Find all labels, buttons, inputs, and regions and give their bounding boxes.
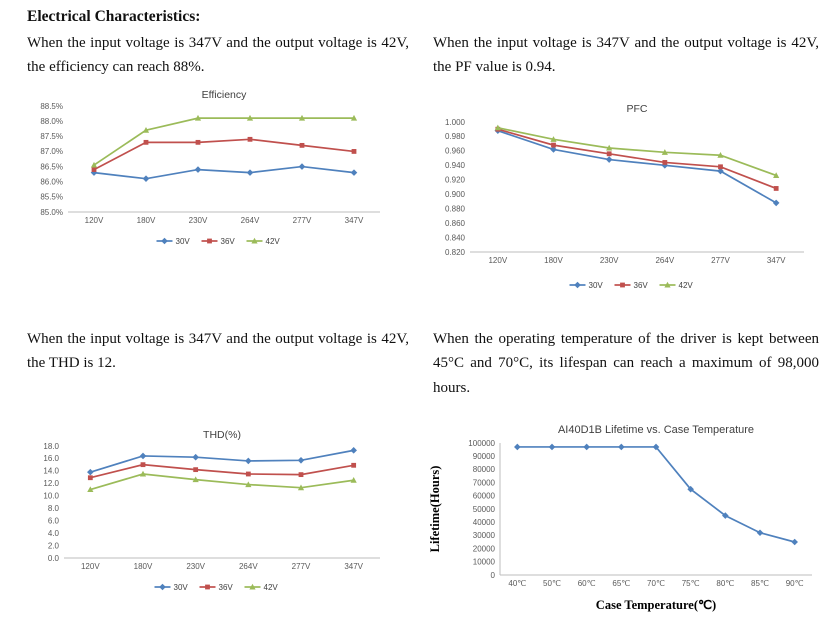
svg-text:14.0: 14.0	[43, 467, 59, 476]
svg-text:87.0%: 87.0%	[40, 147, 63, 156]
chart-lifetime: AI40D1B Lifetime vs. Case Temperature 100…	[428, 423, 822, 615]
svg-text:80000: 80000	[473, 465, 496, 474]
svg-text:180V: 180V	[134, 562, 153, 571]
svg-text:180V: 180V	[137, 216, 156, 225]
chart-thd: THD(%) 18.0 16.0 14.0 12.0 10.0 8.0 6.0 4.0 2.0 0.…	[30, 428, 392, 596]
svg-text:12.0: 12.0	[43, 479, 59, 488]
svg-text:8.0: 8.0	[48, 504, 60, 513]
svg-text:40000: 40000	[473, 518, 496, 527]
svg-text:40℃: 40℃	[508, 579, 526, 588]
svg-text:1.000: 1.000	[445, 118, 466, 127]
svg-text:0.940: 0.940	[445, 161, 466, 170]
svg-text:347V: 347V	[344, 562, 363, 571]
svg-text:277V: 277V	[292, 562, 311, 571]
svg-text:Efficiency: Efficiency	[202, 89, 247, 101]
svg-text:100000: 100000	[468, 439, 495, 448]
svg-text:AI40D1B Lifetime vs. Case Tem: AI40D1B Lifetime vs. Case Temperature	[558, 424, 754, 436]
svg-text:0.900: 0.900	[445, 190, 466, 199]
svg-text:30V: 30V	[174, 583, 189, 592]
svg-text:0.860: 0.860	[445, 219, 466, 228]
svg-text:347V: 347V	[767, 256, 786, 265]
paragraph-lifetime: When the operating temperature of the dr…	[433, 331, 819, 396]
chart-efficiency: Efficiency 88.5% 88.0% 87.5% 87.0% 86.5% 86.0%…	[30, 88, 392, 250]
svg-text:80℃: 80℃	[716, 579, 734, 588]
svg-text:85.5%: 85.5%	[40, 193, 63, 202]
svg-text:90℃: 90℃	[786, 579, 804, 588]
svg-text:42V: 42V	[266, 237, 281, 246]
svg-text:60℃: 60℃	[578, 579, 596, 588]
svg-text:0: 0	[491, 571, 496, 580]
svg-text:Case Temperature(℃): Case Temperature(℃)	[596, 598, 716, 612]
svg-text:180V: 180V	[544, 256, 563, 265]
svg-text:86.0%: 86.0%	[40, 178, 63, 187]
svg-text:30000: 30000	[473, 531, 496, 540]
svg-text:0.840: 0.840	[445, 233, 466, 242]
svg-text:PFC: PFC	[627, 103, 648, 115]
svg-text:85.0%: 85.0%	[40, 208, 63, 217]
svg-text:85℃: 85℃	[751, 579, 769, 588]
svg-text:230V: 230V	[189, 216, 208, 225]
svg-text:20000: 20000	[473, 544, 496, 553]
svg-text:70℃: 70℃	[647, 579, 665, 588]
chart-pfc: PFC 1.000 0.980 0.960 0.940 0.920 0.900 0.880 0.…	[428, 102, 816, 294]
svg-text:0.960: 0.960	[445, 147, 466, 156]
paragraph-pf: When the input voltage is 347V and the o…	[433, 35, 819, 76]
svg-text:0.980: 0.980	[445, 132, 466, 141]
svg-text:10000: 10000	[473, 558, 496, 567]
svg-text:50℃: 50℃	[543, 579, 561, 588]
svg-text:Lifetime(Hours): Lifetime(Hours)	[428, 466, 442, 553]
svg-text:120V: 120V	[81, 562, 100, 571]
svg-text:347V: 347V	[345, 216, 364, 225]
svg-text:6.0: 6.0	[48, 516, 60, 525]
section-heading: Electrical Characteristics:	[27, 8, 201, 25]
svg-text:60000: 60000	[473, 492, 496, 501]
svg-text:277V: 277V	[711, 256, 730, 265]
svg-text:120V: 120V	[488, 256, 507, 265]
svg-text:277V: 277V	[293, 216, 312, 225]
svg-text:30V: 30V	[589, 281, 604, 290]
svg-text:10.0: 10.0	[43, 492, 59, 501]
svg-text:18.0: 18.0	[43, 442, 59, 451]
svg-text:70000: 70000	[473, 478, 496, 487]
svg-text:0.0: 0.0	[48, 554, 60, 563]
svg-text:65℃: 65℃	[612, 579, 630, 588]
svg-text:88.0%: 88.0%	[40, 117, 63, 126]
svg-text:16.0: 16.0	[43, 454, 59, 463]
svg-text:264V: 264V	[239, 562, 258, 571]
svg-text:36V: 36V	[221, 237, 236, 246]
svg-text:230V: 230V	[186, 562, 205, 571]
svg-text:2.0: 2.0	[48, 541, 60, 550]
svg-text:88.5%: 88.5%	[40, 102, 63, 111]
svg-text:0.920: 0.920	[445, 176, 466, 185]
svg-text:264V: 264V	[655, 256, 674, 265]
svg-text:4.0: 4.0	[48, 529, 60, 538]
svg-text:42V: 42V	[679, 281, 694, 290]
svg-text:75℃: 75℃	[682, 579, 700, 588]
svg-text:264V: 264V	[241, 216, 260, 225]
svg-text:230V: 230V	[600, 256, 619, 265]
svg-text:30V: 30V	[176, 237, 191, 246]
svg-text:THD(%): THD(%)	[203, 429, 241, 441]
paragraph-thd: When the input voltage is 347V and the o…	[27, 331, 409, 372]
svg-text:42V: 42V	[264, 583, 279, 592]
svg-text:0.880: 0.880	[445, 204, 466, 213]
svg-text:87.5%: 87.5%	[40, 132, 63, 141]
svg-text:50000: 50000	[473, 505, 496, 514]
svg-text:0.820: 0.820	[445, 248, 466, 257]
svg-text:86.5%: 86.5%	[40, 162, 63, 171]
svg-text:36V: 36V	[634, 281, 649, 290]
svg-text:90000: 90000	[473, 452, 496, 461]
svg-text:36V: 36V	[219, 583, 234, 592]
paragraph-efficiency: When the input voltage is 347V and the o…	[27, 35, 409, 76]
svg-text:120V: 120V	[85, 216, 104, 225]
